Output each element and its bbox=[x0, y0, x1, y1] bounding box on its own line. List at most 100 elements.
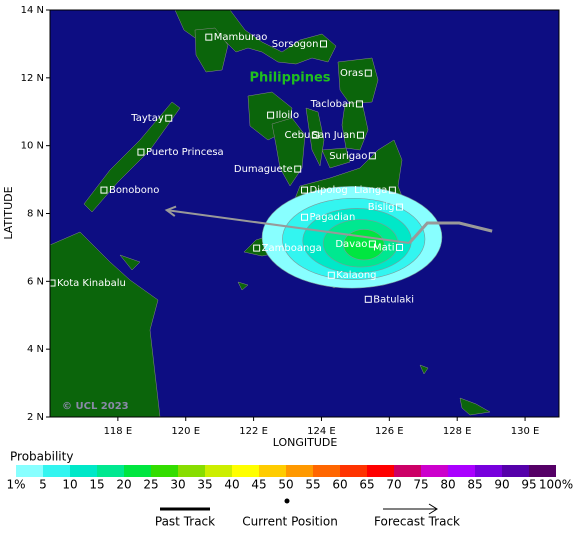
city-label: Dumaguete bbox=[234, 164, 293, 175]
city-label: Bislig bbox=[368, 202, 395, 213]
city-label: Mati bbox=[373, 242, 394, 253]
legend-tick-label: 5 bbox=[39, 478, 47, 492]
legend-tick-label: 1% bbox=[6, 478, 25, 492]
x-tick-label: 122 E bbox=[239, 426, 268, 437]
y-tick-label: 12 N bbox=[21, 73, 44, 84]
city-label: Kota Kinabalu bbox=[57, 278, 126, 289]
city-label: Iloilo bbox=[276, 110, 300, 121]
legend-color bbox=[367, 465, 394, 477]
legend-color bbox=[340, 465, 367, 477]
city-marker bbox=[368, 152, 376, 160]
current-position-label: Current Position bbox=[242, 515, 338, 529]
x-tick-label: 118 E bbox=[104, 426, 133, 437]
y-tick-label: 10 N bbox=[21, 141, 44, 152]
city-marker bbox=[205, 33, 213, 41]
legend-color bbox=[178, 465, 205, 477]
city-marker bbox=[355, 100, 363, 108]
legend-tick-label: 70 bbox=[386, 478, 401, 492]
past-track bbox=[408, 221, 493, 245]
x-axis-title: LONGITUDE bbox=[273, 436, 338, 449]
city-label: Sorsogon bbox=[272, 39, 319, 50]
city-marker bbox=[165, 114, 173, 122]
legend-color bbox=[502, 465, 529, 477]
legend-tick-label: 75 bbox=[413, 478, 428, 492]
legend-tick-label: 100% bbox=[539, 478, 573, 492]
city-label: Davao bbox=[335, 239, 367, 250]
legend-color bbox=[43, 465, 70, 477]
legend-tick-label: 30 bbox=[170, 478, 185, 492]
x-tick-label: 120 E bbox=[171, 426, 200, 437]
city-marker bbox=[368, 240, 376, 248]
legend-tick-label: 50 bbox=[278, 478, 293, 492]
legend-tick-label: 90 bbox=[494, 478, 509, 492]
copyright: © UCL 2023 bbox=[62, 401, 129, 412]
city-marker bbox=[327, 271, 335, 279]
legend-color bbox=[394, 465, 421, 477]
forecast-track-label: Forecast Track bbox=[374, 515, 460, 529]
country-label: Philippines bbox=[249, 71, 330, 86]
city-label: Puerto Princesa bbox=[146, 147, 224, 158]
city-marker bbox=[137, 148, 145, 156]
legend-tick-label: 45 bbox=[251, 478, 266, 492]
city-marker bbox=[294, 165, 302, 173]
legend-color bbox=[313, 465, 340, 477]
city-label: Tacloban bbox=[310, 99, 355, 110]
current-position-key bbox=[284, 498, 290, 504]
y-tick-label: 14 N bbox=[21, 5, 44, 16]
legend-color bbox=[286, 465, 313, 477]
y-tick-label: 8 N bbox=[27, 209, 44, 220]
legend-tick-label: 20 bbox=[116, 478, 131, 492]
past-track-label: Past Track bbox=[155, 515, 215, 529]
legend-tick-label: 80 bbox=[440, 478, 455, 492]
legend-tick-label: 60 bbox=[332, 478, 347, 492]
legend-color bbox=[151, 465, 178, 477]
y-tick-label: 6 N bbox=[27, 276, 44, 287]
city-label: Mamburao bbox=[214, 32, 268, 43]
legend-tick-label: 10 bbox=[62, 478, 77, 492]
probability-area bbox=[343, 229, 385, 261]
x-tick-label: 124 E bbox=[307, 426, 336, 437]
legend-color bbox=[16, 465, 43, 477]
city-label: Oras bbox=[340, 68, 363, 79]
forecast-track bbox=[166, 209, 410, 244]
legend-color bbox=[259, 465, 286, 477]
city-marker bbox=[311, 131, 319, 139]
city-marker bbox=[100, 186, 108, 194]
y-tick-label: 2 N bbox=[27, 412, 44, 423]
city-marker bbox=[50, 279, 56, 287]
legend-color bbox=[529, 465, 556, 477]
legend-color bbox=[70, 465, 97, 477]
probability-field bbox=[261, 186, 443, 289]
forecast-track-key bbox=[383, 503, 438, 515]
city-marker bbox=[301, 186, 308, 194]
city-marker bbox=[364, 295, 372, 303]
legend-tick-label: 15 bbox=[89, 478, 104, 492]
legend-color bbox=[475, 465, 502, 477]
x-tick-label: 128 E bbox=[443, 426, 472, 437]
city-marker bbox=[396, 243, 404, 251]
city-marker bbox=[388, 186, 396, 194]
city-label: Surigao bbox=[329, 151, 367, 162]
x-tick-label: 126 E bbox=[375, 426, 404, 437]
city-marker bbox=[356, 131, 364, 139]
legend-tick-label: 25 bbox=[143, 478, 158, 492]
y-axis-title: LATITUDE bbox=[2, 186, 15, 239]
legend-color bbox=[232, 465, 259, 477]
legend-color bbox=[205, 465, 232, 477]
legend-tick-label: 40 bbox=[224, 478, 239, 492]
city-marker bbox=[301, 213, 308, 221]
city-label: Cebu bbox=[285, 130, 311, 141]
city-label: Lianga bbox=[354, 185, 387, 196]
city-label: Dipolog bbox=[310, 185, 348, 196]
city-label: Taytay bbox=[130, 113, 164, 124]
legend-color bbox=[124, 465, 151, 477]
city-label: Pagadian bbox=[310, 212, 356, 223]
forecast-arrowhead bbox=[164, 205, 177, 217]
legend-tick-label: 65 bbox=[359, 478, 374, 492]
city-label: Batulaki bbox=[373, 294, 414, 305]
city-marker bbox=[320, 40, 328, 48]
x-tick-label: 130 E bbox=[511, 426, 540, 437]
city-label: Bonobono bbox=[109, 185, 159, 196]
legend-tick-label: 95 bbox=[521, 478, 536, 492]
